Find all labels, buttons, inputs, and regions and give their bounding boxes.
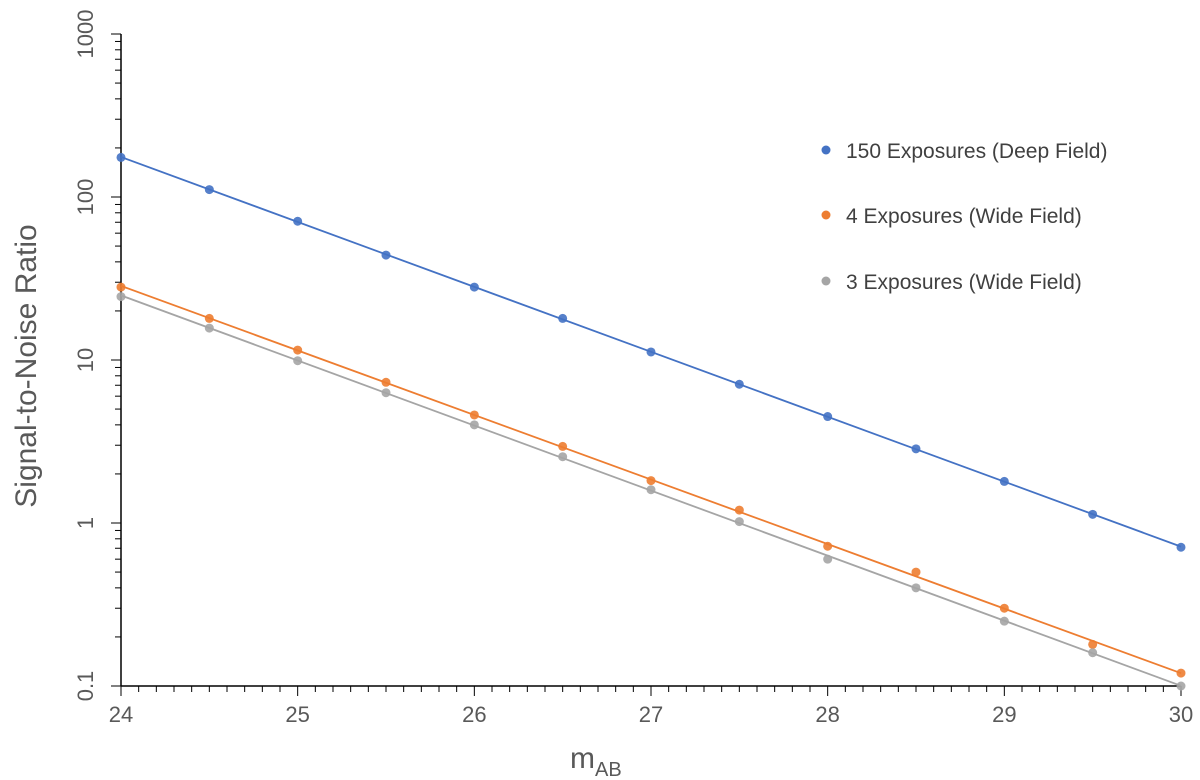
data-point xyxy=(646,485,656,495)
data-point xyxy=(381,377,391,387)
data-point xyxy=(911,567,921,577)
data-point xyxy=(823,541,833,551)
data-point xyxy=(1176,668,1186,678)
x-tick-label: 24 xyxy=(109,702,133,727)
legend-marker xyxy=(821,210,831,220)
y-axis-title: Signal-to-Noise Ratio xyxy=(10,224,43,507)
legend-label: 4 Exposures (Wide Field) xyxy=(846,205,1082,228)
x-tick-label: 30 xyxy=(1169,702,1193,727)
legend-label: 3 Exposures (Wide Field) xyxy=(846,271,1082,294)
data-point xyxy=(1088,648,1098,658)
data-point xyxy=(734,505,744,515)
y-tick-label: 1 xyxy=(73,517,98,529)
data-point xyxy=(646,476,656,486)
y-tick-label: 100 xyxy=(73,179,98,216)
x-axis-title: mAB xyxy=(570,742,622,780)
data-point xyxy=(469,282,479,292)
data-point xyxy=(558,441,568,451)
data-point xyxy=(558,313,568,323)
axes xyxy=(111,33,1182,696)
data-point xyxy=(1176,681,1186,691)
y-tick-label: 0.1 xyxy=(73,671,98,702)
data-point xyxy=(469,420,479,430)
x-tick-label: 28 xyxy=(815,702,839,727)
x-axis-title-main: m xyxy=(570,742,595,775)
tick-labels: 24 25 26 27 28 29 30 0.1 1 10 100 1000 xyxy=(73,10,1193,727)
data-point xyxy=(734,379,744,389)
legend-marker xyxy=(821,276,831,286)
data-point xyxy=(293,345,303,355)
y-tick-label: 1000 xyxy=(73,10,98,59)
data-point xyxy=(999,476,1009,486)
data-point xyxy=(646,347,656,357)
data-point xyxy=(116,282,126,292)
data-point xyxy=(1088,509,1098,519)
series-3 xyxy=(116,292,1186,691)
data-point xyxy=(204,313,214,323)
data-point xyxy=(911,583,921,593)
series-1 xyxy=(116,152,1186,552)
x-tick-label: 26 xyxy=(462,702,486,727)
data-point xyxy=(204,185,214,195)
y-tick-label: 10 xyxy=(73,348,98,372)
x-tick-label: 29 xyxy=(992,702,1016,727)
data-point xyxy=(1088,639,1098,649)
legend-label: 150 Exposures (Deep Field) xyxy=(846,140,1107,163)
data-point xyxy=(381,250,391,260)
data-point xyxy=(823,554,833,564)
data-point xyxy=(293,216,303,226)
data-point xyxy=(999,603,1009,613)
x-tick-label: 27 xyxy=(639,702,663,727)
data-point xyxy=(469,410,479,420)
data-point xyxy=(381,388,391,398)
data-point xyxy=(204,323,214,333)
data-point xyxy=(911,444,921,454)
data-point xyxy=(823,412,833,422)
data-point xyxy=(999,616,1009,626)
x-axis-title-sub: AB xyxy=(595,759,622,780)
data-point xyxy=(293,356,303,366)
data-point xyxy=(558,452,568,462)
data-point xyxy=(116,152,126,162)
series-2 xyxy=(116,282,1186,678)
series-layer xyxy=(116,152,1186,691)
x-tick-label: 25 xyxy=(285,702,309,727)
data-point xyxy=(116,292,126,302)
legend: 150 Exposures (Deep Field) 4 Exposures (W… xyxy=(821,140,1107,294)
legend-marker xyxy=(821,145,831,155)
data-point xyxy=(734,517,744,527)
data-point xyxy=(1176,542,1186,552)
